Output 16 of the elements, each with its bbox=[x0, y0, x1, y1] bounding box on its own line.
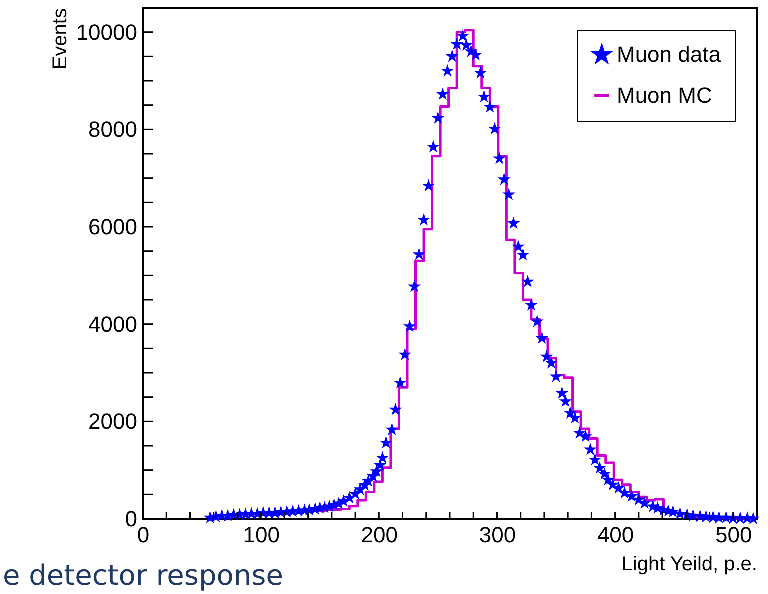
y-tick-label: 8000 bbox=[88, 117, 138, 142]
y-tick-label: 2000 bbox=[88, 409, 138, 434]
x-tick-label: 200 bbox=[361, 522, 398, 548]
y-tick-label: 10000 bbox=[76, 20, 138, 45]
y-axis-title: Events bbox=[49, 8, 72, 70]
text: e detector response bbox=[3, 559, 284, 592]
legend-label: Muon data bbox=[617, 42, 722, 67]
x-tick-label: 500 bbox=[716, 522, 752, 548]
y-tick-label: 6000 bbox=[88, 214, 138, 240]
y-tick-label: 0 bbox=[125, 506, 138, 532]
x-axis-title: Light Yeild, p.e. bbox=[622, 554, 758, 576]
x-tick-label: 100 bbox=[243, 522, 280, 548]
x-tick-label: 300 bbox=[479, 522, 516, 548]
legend-label: Muon MC bbox=[617, 83, 712, 108]
y-tick-label: 4000 bbox=[88, 312, 138, 337]
x-tick-label: 400 bbox=[597, 522, 634, 548]
